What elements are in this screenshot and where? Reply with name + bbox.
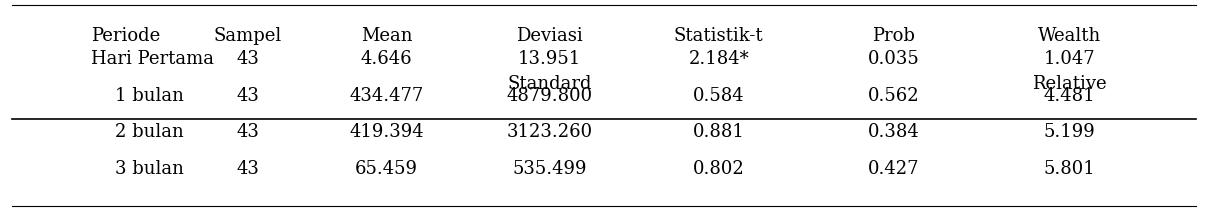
Text: 2 bulan: 2 bulan [115,123,184,141]
Text: 5.801: 5.801 [1044,160,1094,178]
Text: 4.481: 4.481 [1044,87,1094,105]
Text: 1 bulan: 1 bulan [115,87,184,105]
Text: Deviasi: Deviasi [516,27,583,45]
Text: Sampel: Sampel [214,27,281,45]
Text: 4.646: 4.646 [361,50,412,68]
Text: 13.951: 13.951 [518,50,581,68]
Text: Wealth: Wealth [1038,27,1100,45]
Text: 0.881: 0.881 [693,123,744,141]
Text: 535.499: 535.499 [512,160,587,178]
Text: Mean: Mean [361,27,412,45]
Text: 2.184*: 2.184* [689,50,749,68]
Text: 3 bulan: 3 bulan [115,160,184,178]
Text: 5.199: 5.199 [1044,123,1094,141]
Text: Statistik-t: Statistik-t [674,27,763,45]
Text: 434.477: 434.477 [349,87,424,105]
Text: 0.384: 0.384 [869,123,919,141]
Text: 0.427: 0.427 [869,160,919,178]
Text: 43: 43 [237,50,259,68]
Text: Hari Pertama: Hari Pertama [91,50,214,68]
Text: 43: 43 [237,123,259,141]
Text: 1.047: 1.047 [1044,50,1094,68]
Text: 3123.260: 3123.260 [506,123,593,141]
Text: 65.459: 65.459 [355,160,418,178]
Text: 0.802: 0.802 [693,160,744,178]
Text: 43: 43 [237,87,259,105]
Text: 0.562: 0.562 [869,87,919,105]
Text: 43: 43 [237,160,259,178]
Text: Periode: Periode [91,27,159,45]
Text: Standard: Standard [507,75,592,93]
Text: 0.584: 0.584 [693,87,744,105]
Text: 0.035: 0.035 [869,50,919,68]
Text: 4879.800: 4879.800 [506,87,593,105]
Text: Prob: Prob [872,27,916,45]
Text: 419.394: 419.394 [349,123,424,141]
Text: Relative: Relative [1032,75,1107,93]
